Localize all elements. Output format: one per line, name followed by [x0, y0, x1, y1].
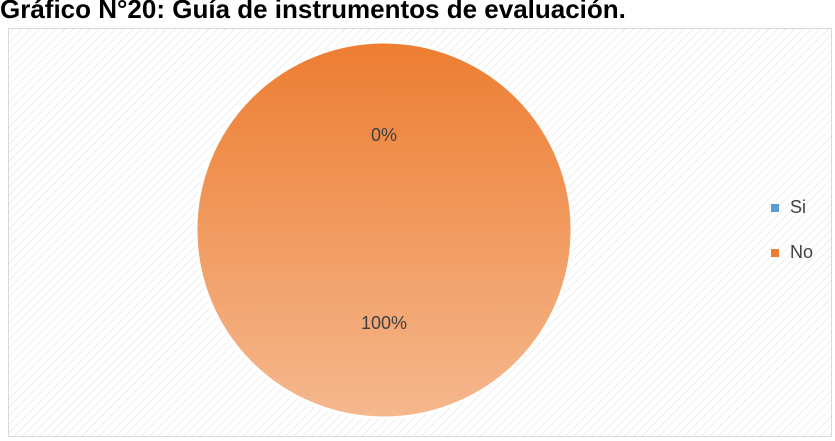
- legend-label: No: [790, 242, 813, 262]
- legend-swatch: [771, 204, 779, 212]
- legend-label: Si: [790, 197, 806, 217]
- pie-slice: [194, 40, 574, 420]
- data-label: 100%: [361, 313, 407, 333]
- chart-title: Gráfico N°20: Guía de instrumentos de ev…: [0, 0, 626, 24]
- data-label: 0%: [371, 125, 397, 145]
- legend-swatch: [771, 249, 779, 257]
